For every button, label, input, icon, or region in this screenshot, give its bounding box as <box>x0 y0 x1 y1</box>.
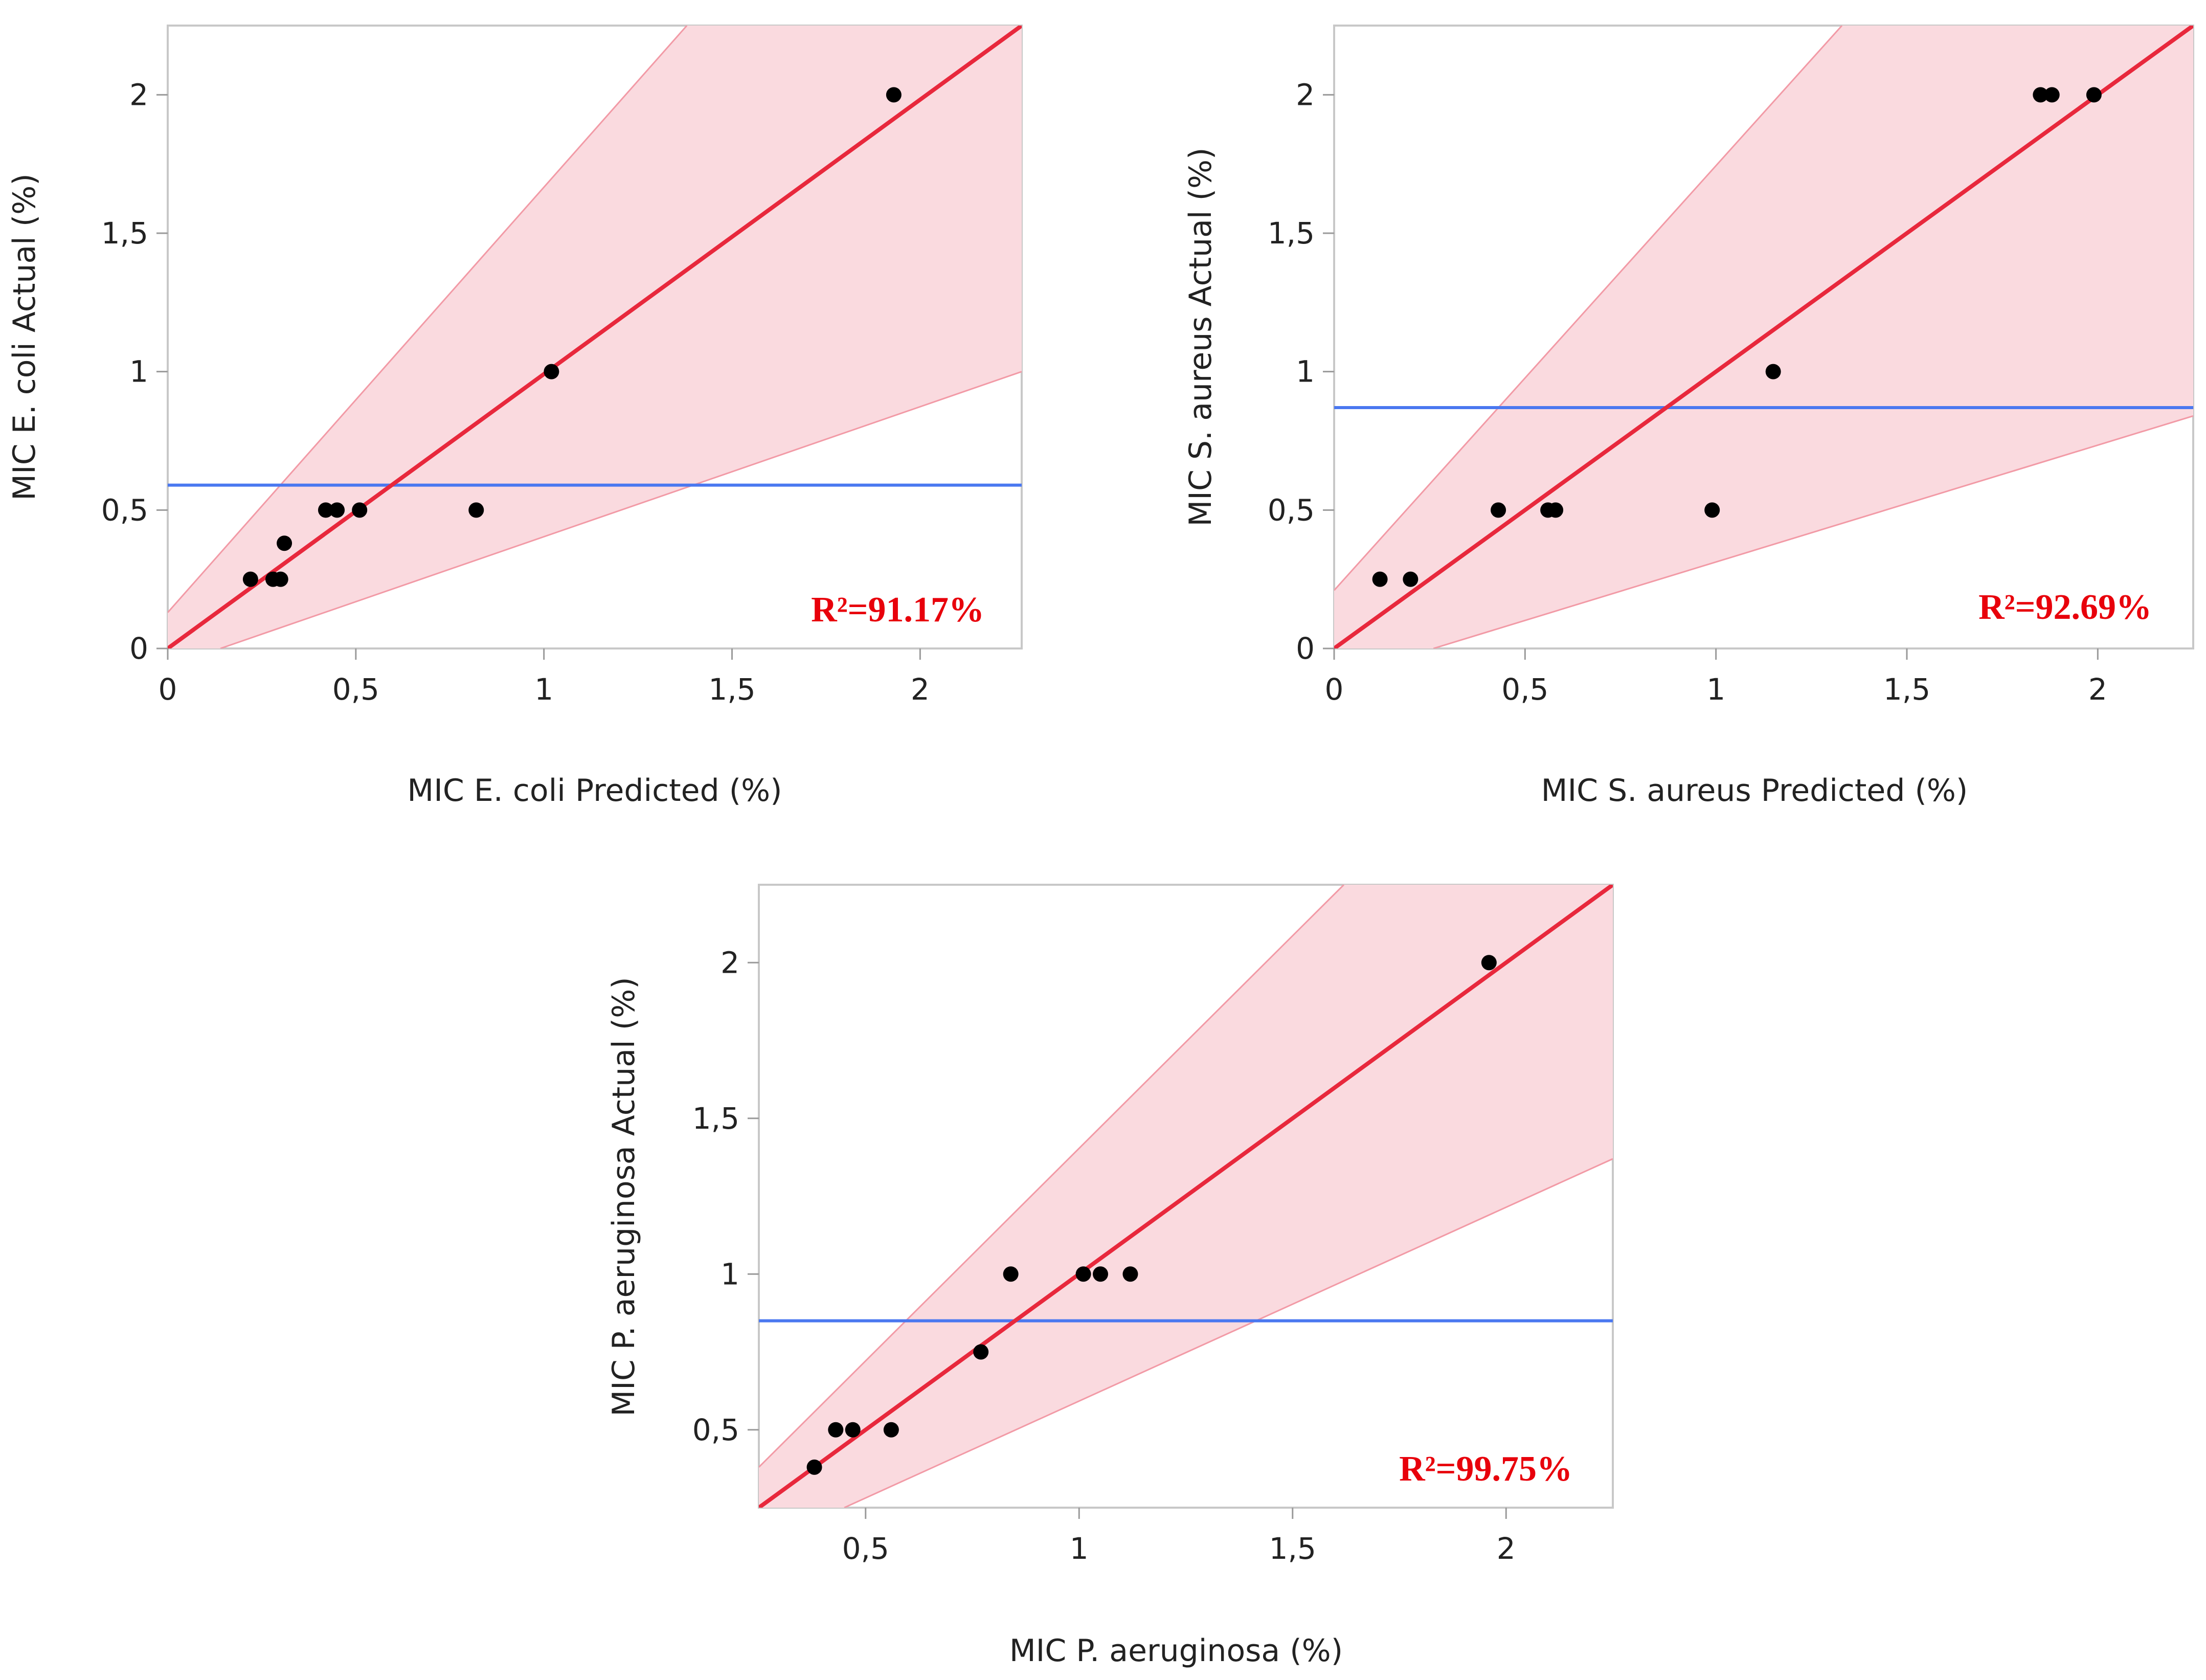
y-tick-label: 1,5 <box>101 216 148 251</box>
data-point <box>2044 87 2060 103</box>
data-point <box>1704 502 1720 518</box>
plot-area <box>1334 26 2193 648</box>
data-point <box>828 1422 844 1438</box>
confidence-lower-edge <box>1433 415 2193 648</box>
y-tick-label: 0 <box>129 631 148 666</box>
y-tick-label: 1 <box>721 1257 739 1291</box>
y-tick-label: 0,5 <box>692 1413 739 1447</box>
x-tick-label: 0,5 <box>1501 672 1548 707</box>
y-axis-title: MIC S. aureus Actual (%) <box>1183 148 1219 527</box>
plot-content <box>759 885 1613 1508</box>
data-point <box>2086 87 2102 103</box>
r-squared-annotation: R²=99.75% <box>1399 1449 1572 1489</box>
data-point <box>1765 364 1781 379</box>
y-axis-title: MIC P. aeruginosa Actual (%) <box>606 977 642 1416</box>
tick-labels: 0 0,5 1 1,5 2 0 0,5 1 1,5 2 <box>101 77 930 707</box>
data-point <box>1003 1266 1019 1282</box>
data-point <box>973 1344 989 1360</box>
y-tick-label: 1,5 <box>692 1101 739 1136</box>
data-point <box>468 502 484 518</box>
plot-content <box>168 26 1022 648</box>
x-tick-label: 0 <box>1325 672 1344 707</box>
plot-area <box>168 26 1022 648</box>
y-tick-label: 2 <box>129 77 148 112</box>
x-tick-label: 1 <box>1706 672 1725 707</box>
data-point <box>318 502 333 518</box>
data-point <box>1075 1266 1091 1282</box>
x-tick-label: 0,5 <box>842 1531 889 1566</box>
data-point <box>273 571 288 587</box>
chart-saureus: 0 0,5 1 1,5 2 0 0,5 1 1,5 2 MIC S. aureus Predict… <box>1183 25 2194 809</box>
y-tick-label: 1 <box>1296 354 1315 389</box>
data-point <box>886 87 902 103</box>
data-point <box>329 502 345 518</box>
data-point <box>1481 955 1497 971</box>
data-point <box>1491 502 1506 518</box>
confidence-upper-edge <box>1334 26 1843 591</box>
chart-ecoli: 0 0,5 1 1,5 2 0 0,5 1 1,5 2 MIC E. coli Predicted… <box>7 25 1023 809</box>
y-tick-label: 2 <box>721 945 739 980</box>
plot-content <box>1334 26 2193 648</box>
y-tick-label: 1,5 <box>1268 216 1315 251</box>
y-tick-label: 2 <box>1296 77 1315 112</box>
x-tick-label: 2 <box>911 672 930 707</box>
x-axis-title: MIC S. aureus Predicted (%) <box>1541 773 1968 809</box>
confidence-lower-edge <box>220 371 1022 648</box>
tick-labels: 0,5 1 1,5 2 0,5 1 1,5 2 <box>692 945 1516 1566</box>
plot-area <box>759 885 1613 1508</box>
data-point <box>1548 502 1564 518</box>
data-point <box>277 535 292 551</box>
data-point <box>845 1422 861 1438</box>
x-tick-label: 1,5 <box>1269 1531 1316 1566</box>
data-point <box>1122 1266 1138 1282</box>
x-tick-label: 0 <box>159 672 177 707</box>
y-tick-label: 1 <box>129 354 148 389</box>
data-point <box>1093 1266 1108 1282</box>
data-point <box>883 1422 899 1438</box>
confidence-lower-edge <box>844 1158 1613 1508</box>
fit-line <box>1334 26 2193 648</box>
x-tick-label: 1,5 <box>1883 672 1930 707</box>
x-axis-title: MIC E. coli Predicted (%) <box>407 773 782 809</box>
confidence-upper-edge <box>168 26 688 613</box>
y-tick-label: 0,5 <box>1268 492 1315 527</box>
data-point <box>544 364 559 379</box>
x-axis-title: MIC P. aeruginosa (%) <box>1009 1633 1343 1669</box>
fit-line <box>759 885 1613 1508</box>
data-point <box>806 1459 822 1475</box>
data-point <box>1403 571 1419 587</box>
x-tick-label: 1 <box>1070 1531 1089 1566</box>
data-point <box>2033 87 2049 103</box>
data-point <box>242 571 258 587</box>
x-tick-label: 2 <box>2088 672 2107 707</box>
r-squared-annotation: R²=91.17% <box>811 590 984 630</box>
x-tick-label: 1,5 <box>708 672 755 707</box>
data-point <box>352 502 368 518</box>
r-squared-annotation: R²=92.69% <box>1978 588 2152 627</box>
y-tick-label: 0,5 <box>101 492 148 527</box>
fit-line <box>168 26 1022 648</box>
y-axis-title: MIC E. coli Actual (%) <box>7 173 42 500</box>
y-tick-label: 0 <box>1296 631 1315 666</box>
chart-paeruginosa: 0,5 1 1,5 2 0,5 1 1,5 2 MIC P. aeruginosa (%) M… <box>606 884 1614 1669</box>
x-tick-label: 1 <box>534 672 553 707</box>
confidence-upper-edge <box>759 885 1345 1468</box>
x-tick-label: 0,5 <box>332 672 379 707</box>
data-point <box>1372 571 1388 587</box>
tick-labels: 0 0,5 1 1,5 2 0 0,5 1 1,5 2 <box>1268 77 2107 707</box>
x-tick-label: 2 <box>1497 1531 1516 1566</box>
